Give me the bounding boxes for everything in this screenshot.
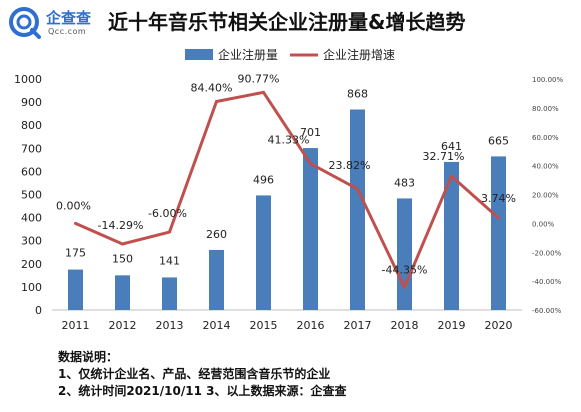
legend-label-bar: 企业注册量 [218, 47, 278, 62]
growth-value-label: -44.35% [382, 263, 428, 276]
growth-point-2019 [450, 174, 453, 178]
x-tick-label: 2014 [203, 319, 231, 332]
growth-point-2011 [74, 221, 77, 225]
growth-point-2012 [121, 242, 124, 246]
x-tick-label: 2020 [485, 319, 513, 332]
x-tick-label: 2012 [109, 319, 137, 332]
chart-title: 近十年音乐节相关企业注册量&增长趋势 [108, 10, 466, 34]
x-tick-label: 2011 [62, 319, 90, 332]
bar-value-label: 868 [347, 87, 368, 100]
growth-value-label: 32.71% [423, 150, 465, 163]
growth-point-2018 [403, 285, 406, 289]
y-left-tick-label: 500 [21, 189, 42, 202]
growth-point-2013 [168, 230, 171, 234]
logo-subtitle: Qcc.com [48, 27, 87, 36]
bar-value-label: 483 [394, 176, 415, 189]
growth-point-2017 [356, 187, 359, 191]
y-left-tick-label: 200 [21, 258, 42, 271]
y-left-tick-label: 900 [21, 96, 42, 109]
growth-value-label: 90.77% [238, 72, 280, 85]
y-left-tick-label: 1000 [14, 73, 42, 86]
bar-value-label: 496 [253, 173, 274, 186]
y-right-tick-label: 100.00% [532, 76, 563, 84]
bar-2012 [115, 275, 130, 310]
x-tick-label: 2018 [391, 319, 419, 332]
y-left-tick-label: 0 [35, 304, 42, 317]
bar-value-label: 141 [159, 254, 180, 267]
combo-chart: 企业注册量 企业注册增速 0 100 200 300 400 500 600 700 800 900 1… [14, 47, 563, 332]
bar-2020 [491, 156, 506, 310]
qcc-logo-icon [9, 7, 41, 39]
y-right-tick-label: 80.00% [532, 105, 559, 113]
growth-value-label: 3.74% [481, 192, 516, 205]
bar-2016 [303, 148, 318, 310]
y-right-tick-label: 60.00% [532, 134, 559, 142]
notes-heading: 数据说明： [58, 350, 119, 364]
bar-2019 [444, 161, 459, 310]
bar-2013 [162, 277, 177, 310]
legend-swatch-bar [185, 49, 213, 60]
logo-name: 企查查 [46, 9, 92, 27]
y-left-tick-label: 400 [21, 212, 42, 225]
x-tick-label: 2017 [344, 319, 372, 332]
bar-2011 [68, 269, 83, 310]
y-right-tick-label: -60.00% [532, 307, 562, 315]
bar-2014 [209, 249, 224, 310]
y-right-tick-label: 20.00% [532, 192, 559, 200]
y-right-tick-label: 40.00% [532, 163, 559, 171]
brand-logo: 企查查 Qcc.com [8, 6, 100, 40]
data-notes: 数据说明： 1、仅统计企业名、产品、经营范围含音乐节的企业 2、统计时间2021… [58, 349, 346, 400]
growth-value-label: -6.00% [148, 207, 187, 220]
growth-value-label: 0.00% [56, 199, 91, 212]
bar-value-label: 150 [112, 252, 133, 265]
notes-line-2: 2、统计时间2021/10/11 3、以上数据来源：企查查 [58, 384, 347, 398]
bar-2018 [397, 198, 412, 310]
growth-point-2015 [262, 90, 265, 94]
bar-value-label: 665 [488, 134, 509, 147]
growth-value-label: 23.82% [329, 159, 371, 172]
growth-point-2020 [497, 216, 500, 220]
legend-label-line: 企业注册增速 [323, 47, 395, 62]
y-left-tick-label: 800 [21, 119, 42, 132]
y-left-tick-label: 300 [21, 235, 42, 248]
y-right-tick-label: -40.00% [532, 278, 562, 286]
bar-value-label: 175 [65, 247, 86, 260]
x-tick-label: 2013 [156, 319, 184, 332]
x-tick-label: 2019 [438, 319, 466, 332]
bar-2015 [256, 195, 271, 310]
bar-value-label: 641 [441, 140, 462, 153]
bar-value-label: 260 [206, 228, 227, 241]
bar-value-label: 701 [300, 126, 321, 139]
y-left-tick-label: 600 [21, 165, 42, 178]
x-tick-label: 2015 [250, 319, 278, 332]
y-right-tick-label: 0.00% [532, 220, 555, 228]
y-left-tick-label: 700 [21, 142, 42, 155]
growth-value-label: 84.40% [191, 82, 233, 95]
growth-value-label: -14.29% [98, 219, 144, 232]
growth-point-2014 [215, 100, 218, 104]
bar-2017 [350, 109, 365, 310]
notes-line-1: 1、仅统计企业名、产品、经营范围含音乐节的企业 [58, 367, 331, 381]
growth-rate-line [74, 90, 500, 289]
growth-value-label: 41.33% [268, 134, 310, 147]
growth-point-2016 [309, 162, 312, 166]
y-right-tick-label: -20.00% [532, 249, 562, 257]
y-left-tick-label: 100 [21, 281, 42, 294]
x-tick-label: 2016 [297, 319, 325, 332]
